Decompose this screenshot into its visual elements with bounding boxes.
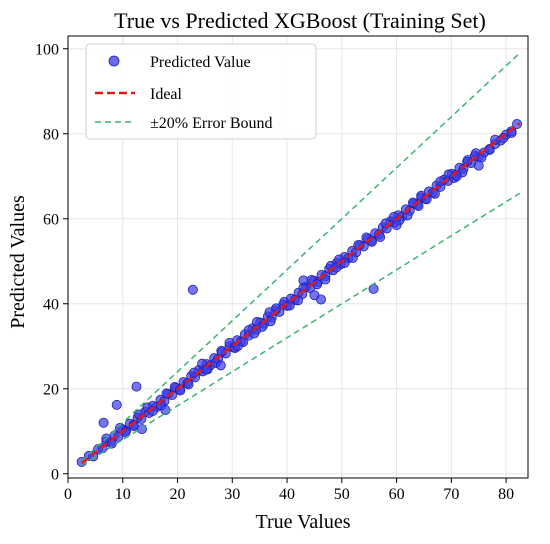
data-point xyxy=(187,284,198,295)
y-tick-label: 40 xyxy=(43,296,59,313)
legend-label-ideal: Ideal xyxy=(150,86,183,103)
error-bound-line xyxy=(81,192,521,466)
y-tick-label: 0 xyxy=(51,466,59,483)
y-tick-label: 100 xyxy=(35,41,59,58)
data-point xyxy=(473,160,484,171)
x-tick-label: 50 xyxy=(334,486,350,503)
axes-frame xyxy=(67,35,529,479)
data-point xyxy=(368,283,379,294)
data-point xyxy=(298,275,309,286)
plot-area xyxy=(76,52,523,467)
legend: Predicted Value Ideal ±20% Error Bound xyxy=(85,43,317,140)
data-point xyxy=(160,404,171,415)
data-point xyxy=(309,290,320,301)
data-point xyxy=(215,360,226,371)
ideal-line xyxy=(80,122,521,465)
x-tick-label: 70 xyxy=(443,486,459,503)
y-tick-label: 80 xyxy=(43,126,59,143)
x-tick-label: 60 xyxy=(389,486,405,503)
data-point xyxy=(391,220,402,231)
predicted-value-series xyxy=(76,118,523,467)
x-axis-label: True Values xyxy=(255,511,350,533)
x-tick-label: 0 xyxy=(64,486,72,503)
x-tick-label: 30 xyxy=(224,486,240,503)
x-tick-label: 80 xyxy=(498,486,514,503)
legend-label-error-bound: ±20% Error Bound xyxy=(150,115,273,132)
legend-marker-predicted xyxy=(108,55,120,67)
legend-label-predicted: Predicted Value xyxy=(150,54,251,71)
data-point xyxy=(512,118,523,129)
legend-box xyxy=(85,43,317,140)
data-point xyxy=(98,417,109,428)
y-tick-label: 60 xyxy=(43,211,59,228)
data-point xyxy=(88,451,99,462)
x-tick-label: 20 xyxy=(170,486,186,503)
chart-title: True vs Predicted XGBoost (Training Set) xyxy=(114,8,486,33)
x-tick-label: 10 xyxy=(115,486,131,503)
data-point xyxy=(131,381,142,392)
y-tick-label: 20 xyxy=(43,381,59,398)
x-tick-label: 40 xyxy=(279,486,295,503)
y-axis-label: Predicted Values xyxy=(7,195,29,329)
data-point xyxy=(111,399,122,410)
ticks: 0 10 20 30 40 50 60 70 80 0 20 40 60 80 100 xyxy=(35,41,514,503)
